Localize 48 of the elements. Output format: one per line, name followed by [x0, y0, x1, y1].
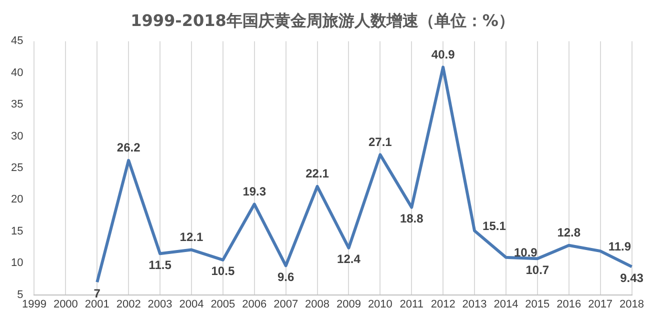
x-tick-label: 2003 — [148, 298, 172, 310]
data-label: 7 — [94, 286, 101, 300]
y-tick-label: 25 — [10, 162, 24, 174]
data-label: 9.43 — [620, 271, 644, 286]
x-tick-label: 2007 — [274, 298, 298, 310]
x-tick-label: 2013 — [462, 298, 487, 310]
data-label: 22.1 — [306, 166, 330, 181]
x-tick-label: 1999 — [22, 298, 46, 310]
x-tick-label: 2016 — [556, 298, 582, 310]
data-label: 15.1 — [482, 219, 506, 234]
y-tick-label: 45 — [10, 35, 24, 48]
x-tick-label: 2014 — [494, 298, 518, 310]
data-label: 10.7 — [526, 262, 550, 277]
y-tick-label: 20 — [10, 194, 24, 206]
data-label: 9.6 — [277, 270, 294, 284]
x-tick-label: 2001 — [84, 298, 110, 310]
data-label: 11.9 — [608, 239, 632, 254]
x-tick-label: 2011 — [400, 298, 424, 310]
x-tick-label: 2010 — [368, 298, 392, 310]
data-label: 40.9 — [431, 48, 456, 62]
y-tick-label: 5 — [17, 288, 24, 301]
y-tick-label: 35 — [10, 98, 24, 111]
x-tick-label: 2012 — [430, 298, 456, 310]
x-tick-label: 2009 — [336, 298, 361, 310]
x-tick-label: 2018 — [620, 298, 644, 310]
y-tick-label: 40 — [10, 66, 24, 79]
data-label: 11.5 — [148, 258, 172, 272]
x-tick-label: 2005 — [210, 298, 236, 310]
data-label: 12.8 — [557, 226, 581, 240]
x-tick-label: 2002 — [116, 298, 141, 310]
data-label: 12.4 — [337, 252, 361, 266]
data-label: 12.1 — [180, 230, 204, 244]
data-label: 26.2 — [116, 140, 141, 155]
x-tick-label: 2015 — [525, 298, 550, 310]
data-label: 19.3 — [242, 184, 266, 198]
data-label: 27.1 — [368, 135, 392, 149]
y-tick-label: 15 — [10, 225, 24, 238]
data-label: 10.9 — [514, 246, 538, 260]
data-label: 10.5 — [211, 264, 235, 278]
x-tick-label: 2004 — [179, 298, 204, 310]
x-tick-label: 2000 — [53, 298, 78, 310]
x-tick-label: 2008 — [305, 298, 330, 310]
chart-title: 1999-2018年国庆黄金周旅游人数增速（单位：%） — [130, 10, 514, 30]
y-tick-label: 10 — [10, 257, 24, 270]
x-tick-label: 2017 — [588, 298, 613, 310]
x-tick-label: 2006 — [242, 298, 267, 310]
data-label: 18.8 — [400, 212, 424, 226]
y-tick-label: 30 — [10, 130, 24, 142]
